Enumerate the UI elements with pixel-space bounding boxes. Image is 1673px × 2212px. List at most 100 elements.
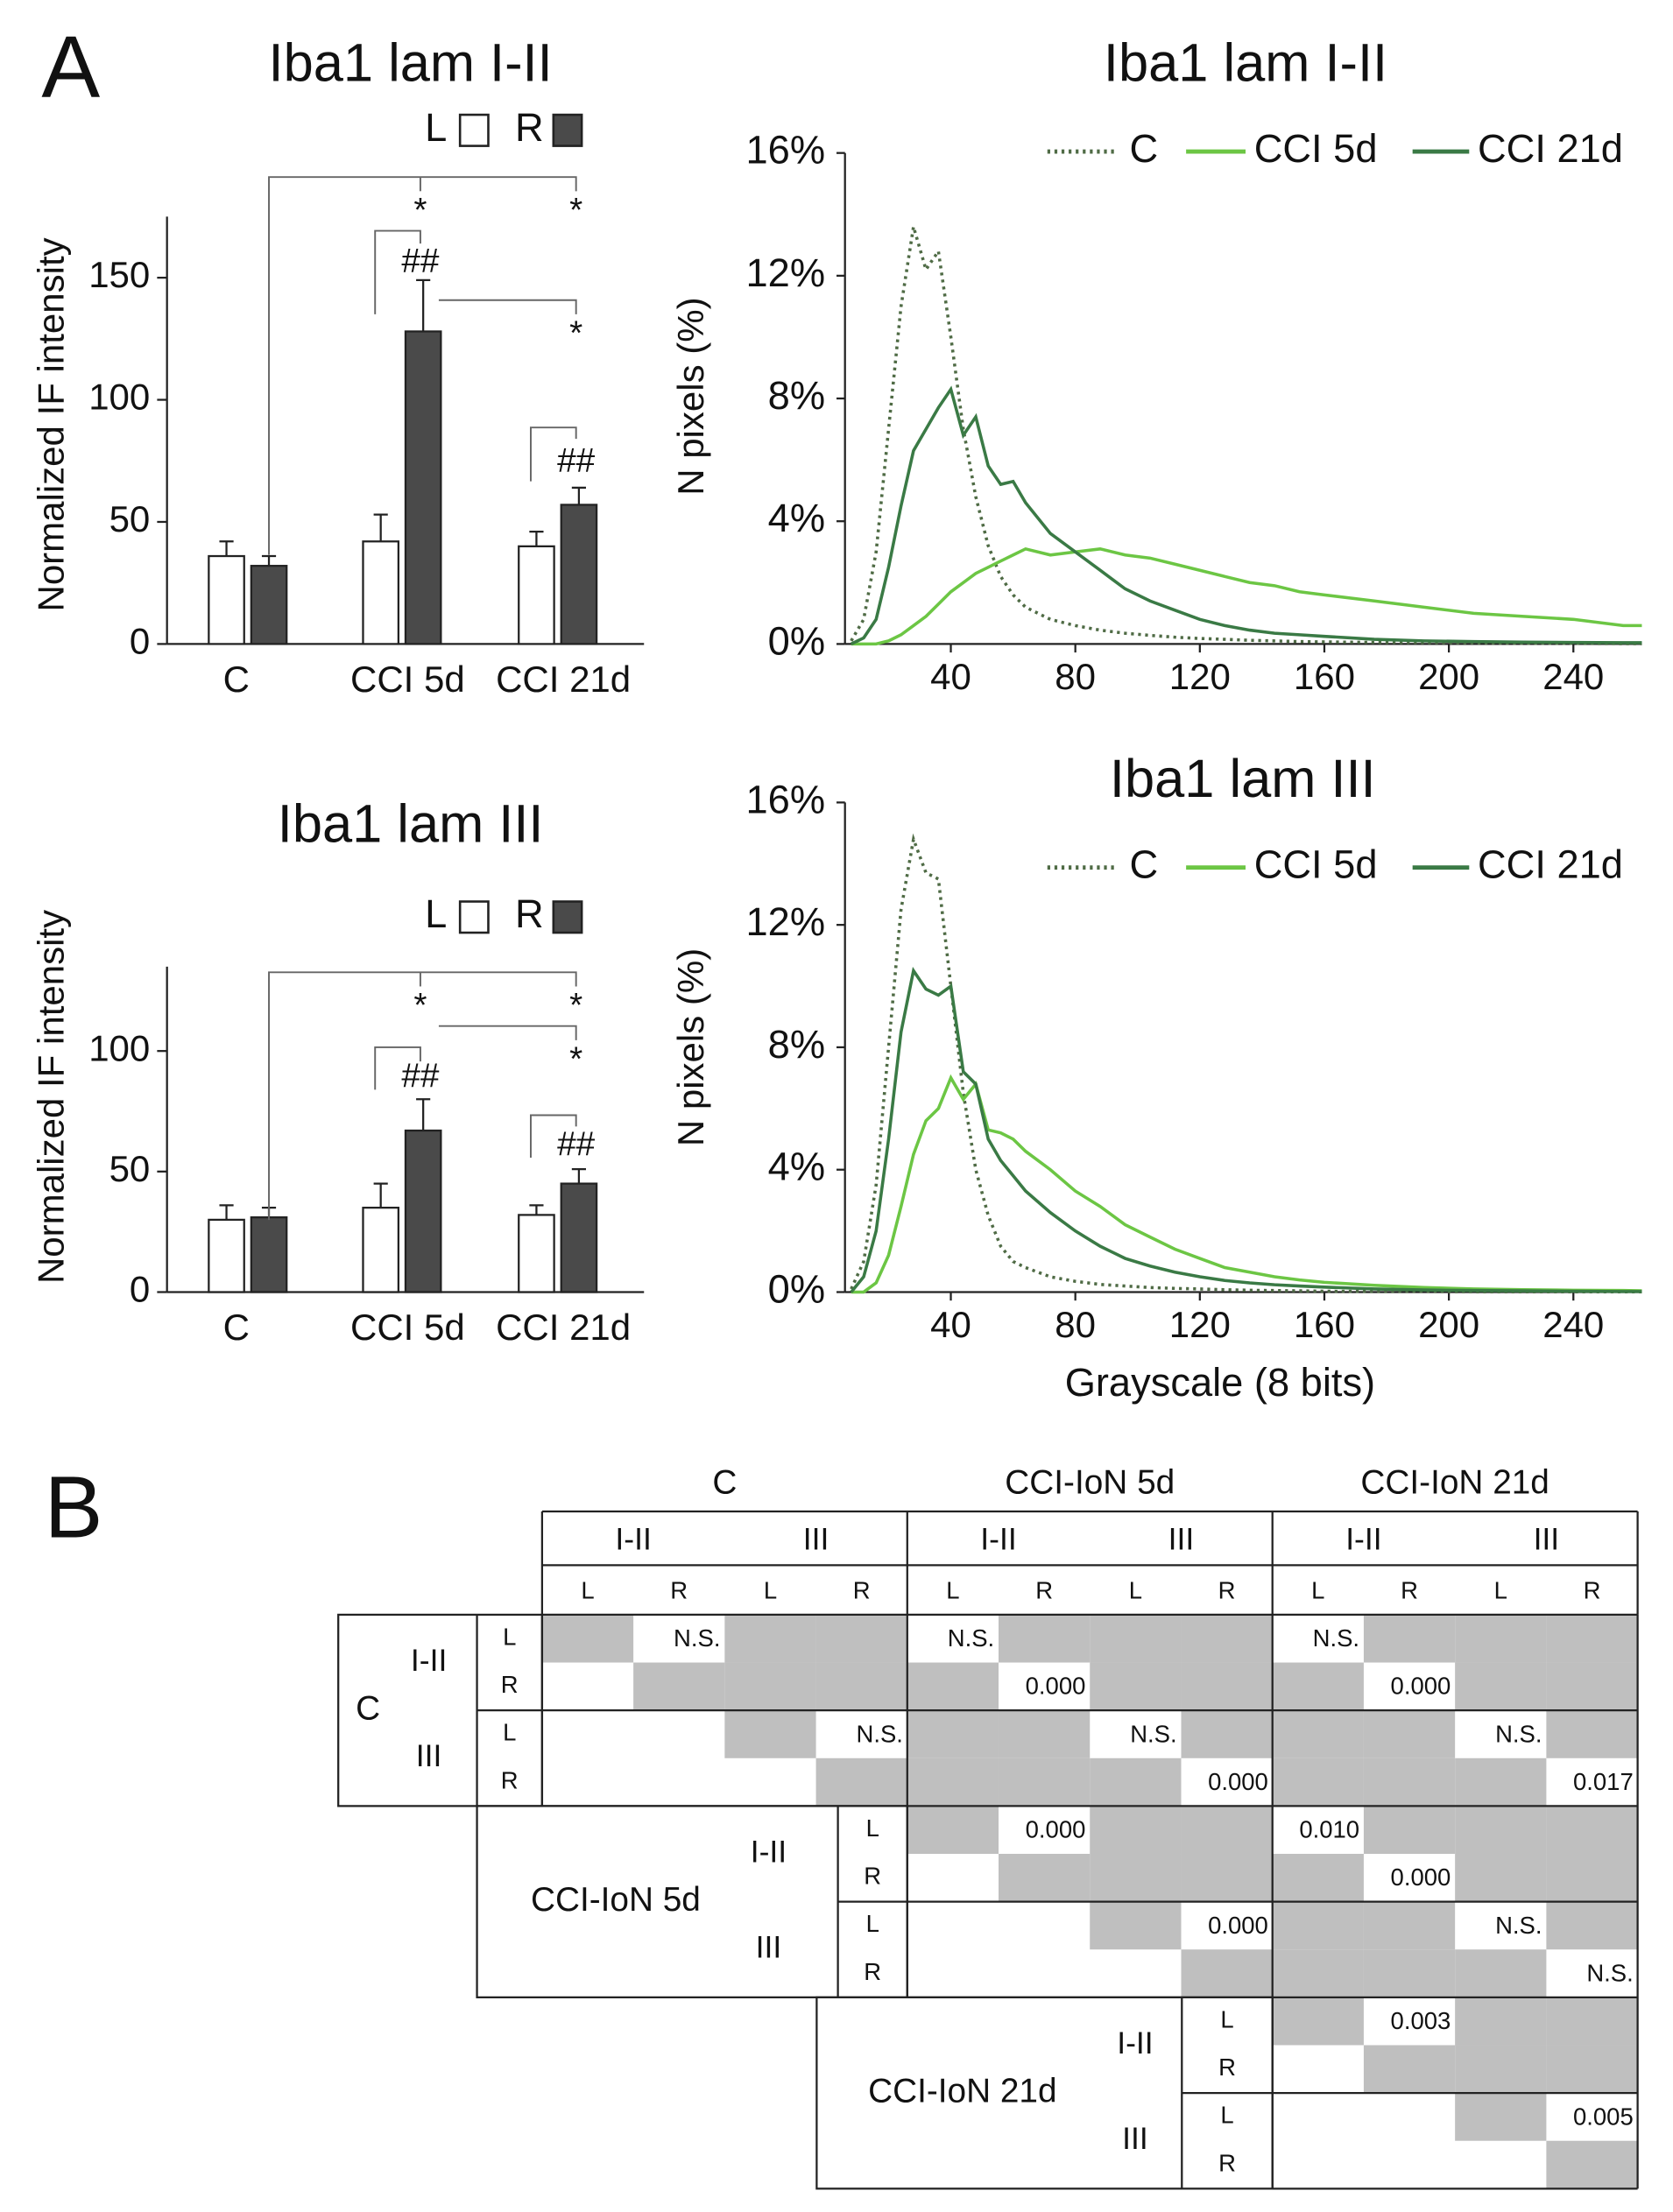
annotation: ## xyxy=(401,243,440,280)
cell-value: 0.000 xyxy=(1391,1673,1451,1700)
shaded-cell xyxy=(1090,1854,1182,1902)
chart-title: Iba1 lam III xyxy=(278,794,544,855)
shaded-cell xyxy=(1272,1710,1364,1758)
shaded-cell xyxy=(1272,1854,1364,1902)
shaded-cell xyxy=(907,1806,999,1855)
shaded-cell xyxy=(1546,1997,1638,2046)
column-side: L xyxy=(1494,1576,1507,1603)
row-side: L xyxy=(866,1814,879,1842)
annotation: * xyxy=(413,192,427,229)
column-group: CCI-IoN 21d xyxy=(1360,1464,1549,1502)
bar xyxy=(208,554,245,645)
bar xyxy=(518,1214,555,1293)
cell-value: 0.003 xyxy=(1391,2007,1451,2034)
data-line xyxy=(851,546,1642,646)
significance-bracket xyxy=(374,229,421,314)
chart-title: Iba1 lam I-II xyxy=(1104,32,1387,93)
panel-label: A xyxy=(41,18,100,116)
row-side: R xyxy=(864,1958,881,1985)
shaded-cell xyxy=(1090,1806,1182,1855)
column-lamina: III xyxy=(803,1521,829,1556)
column-side: L xyxy=(1311,1576,1324,1603)
shaded-cell xyxy=(1363,1758,1456,1807)
shaded-cell xyxy=(999,1710,1091,1758)
y-tick-label: 50 xyxy=(109,498,151,539)
shaded-cell xyxy=(1363,1949,1456,1997)
shaded-cell xyxy=(1181,1662,1273,1711)
shaded-cell xyxy=(1363,1614,1456,1663)
column-side: L xyxy=(1129,1576,1142,1603)
bar xyxy=(404,330,442,645)
x-tick-label: C xyxy=(223,1307,250,1348)
shaded-cell xyxy=(907,1662,999,1711)
row-side: R xyxy=(1218,2149,1236,2176)
significance-bracket xyxy=(268,971,577,1221)
shaded-cell xyxy=(1363,1806,1456,1855)
shaded-cell xyxy=(1181,1806,1273,1855)
column-side: R xyxy=(670,1576,688,1603)
row-group: CCI-IoN 5d xyxy=(531,1881,701,1919)
cell-value: 0.005 xyxy=(1573,2103,1634,2130)
annotation: ## xyxy=(401,1058,440,1095)
shaded-cell xyxy=(1272,1662,1364,1711)
shaded-cell xyxy=(1272,1949,1364,1997)
x-tick-label: 40 xyxy=(930,656,971,697)
cell-value: N.S. xyxy=(857,1720,903,1747)
column-side: R xyxy=(853,1576,871,1603)
column-lamina: III xyxy=(1534,1521,1560,1556)
row-side: R xyxy=(1218,2053,1236,2081)
y-tick-label: 4% xyxy=(768,496,825,540)
shaded-cell xyxy=(1181,1949,1273,1997)
shaded-cell xyxy=(724,1614,816,1663)
row-lamina: I-II xyxy=(411,1643,447,1678)
bar xyxy=(250,565,288,645)
shaded-cell xyxy=(815,1758,907,1807)
data-line xyxy=(851,1074,1642,1294)
shaded-cell xyxy=(1546,1854,1638,1902)
column-lamina: I-II xyxy=(980,1521,1016,1556)
column-group: CCI-IoN 5d xyxy=(1005,1464,1175,1502)
legend-label: C xyxy=(1129,126,1158,171)
data-line xyxy=(850,833,1642,1293)
y-axis-label: Normalized IF intensity xyxy=(30,237,71,611)
row-lamina: I-II xyxy=(1117,2025,1153,2061)
row-side: L xyxy=(1220,2005,1233,2032)
cell-value: 0.000 xyxy=(1026,1816,1086,1843)
shaded-cell xyxy=(1455,1614,1547,1663)
y-tick-label: 150 xyxy=(88,254,150,295)
shaded-cell xyxy=(724,1662,816,1711)
bar xyxy=(250,1216,288,1293)
column-group: C xyxy=(712,1464,737,1502)
shaded-cell xyxy=(1455,1758,1547,1807)
annotation: * xyxy=(569,987,582,1025)
bar xyxy=(518,545,555,645)
shaded-cell xyxy=(1455,2045,1547,2094)
legend-label: R xyxy=(515,105,544,150)
shaded-cell xyxy=(1181,1854,1273,1902)
row-side: R xyxy=(501,1671,519,1698)
row-group: CCI-IoN 21d xyxy=(868,2072,1056,2110)
chart-title: Iba1 lam I-II xyxy=(269,32,553,93)
shaded-cell xyxy=(724,1710,816,1758)
row-side: R xyxy=(501,1766,519,1793)
y-axis-label: Normalized IF intensity xyxy=(30,910,71,1284)
column-side: L xyxy=(764,1576,777,1603)
cell-value: 0.000 xyxy=(1208,1912,1268,1939)
cell-value: N.S. xyxy=(674,1624,720,1652)
data-line xyxy=(850,967,1642,1293)
shaded-cell xyxy=(1090,1614,1182,1663)
y-tick-label: 16% xyxy=(746,128,826,173)
shaded-cell xyxy=(1455,1949,1547,1997)
legend-label: L xyxy=(425,891,447,936)
shaded-cell xyxy=(1455,1806,1547,1855)
cell-value: 0.000 xyxy=(1208,1768,1268,1795)
legend-swatch xyxy=(458,900,490,934)
x-tick-label: 80 xyxy=(1055,656,1096,697)
cell-value: 0.017 xyxy=(1573,1768,1634,1795)
annotation: ## xyxy=(557,1125,596,1163)
cell-value: 0.000 xyxy=(1391,1863,1451,1891)
cell-value: N.S. xyxy=(1313,1624,1359,1652)
shaded-cell xyxy=(1546,1614,1638,1663)
shaded-cell xyxy=(1546,1806,1638,1855)
